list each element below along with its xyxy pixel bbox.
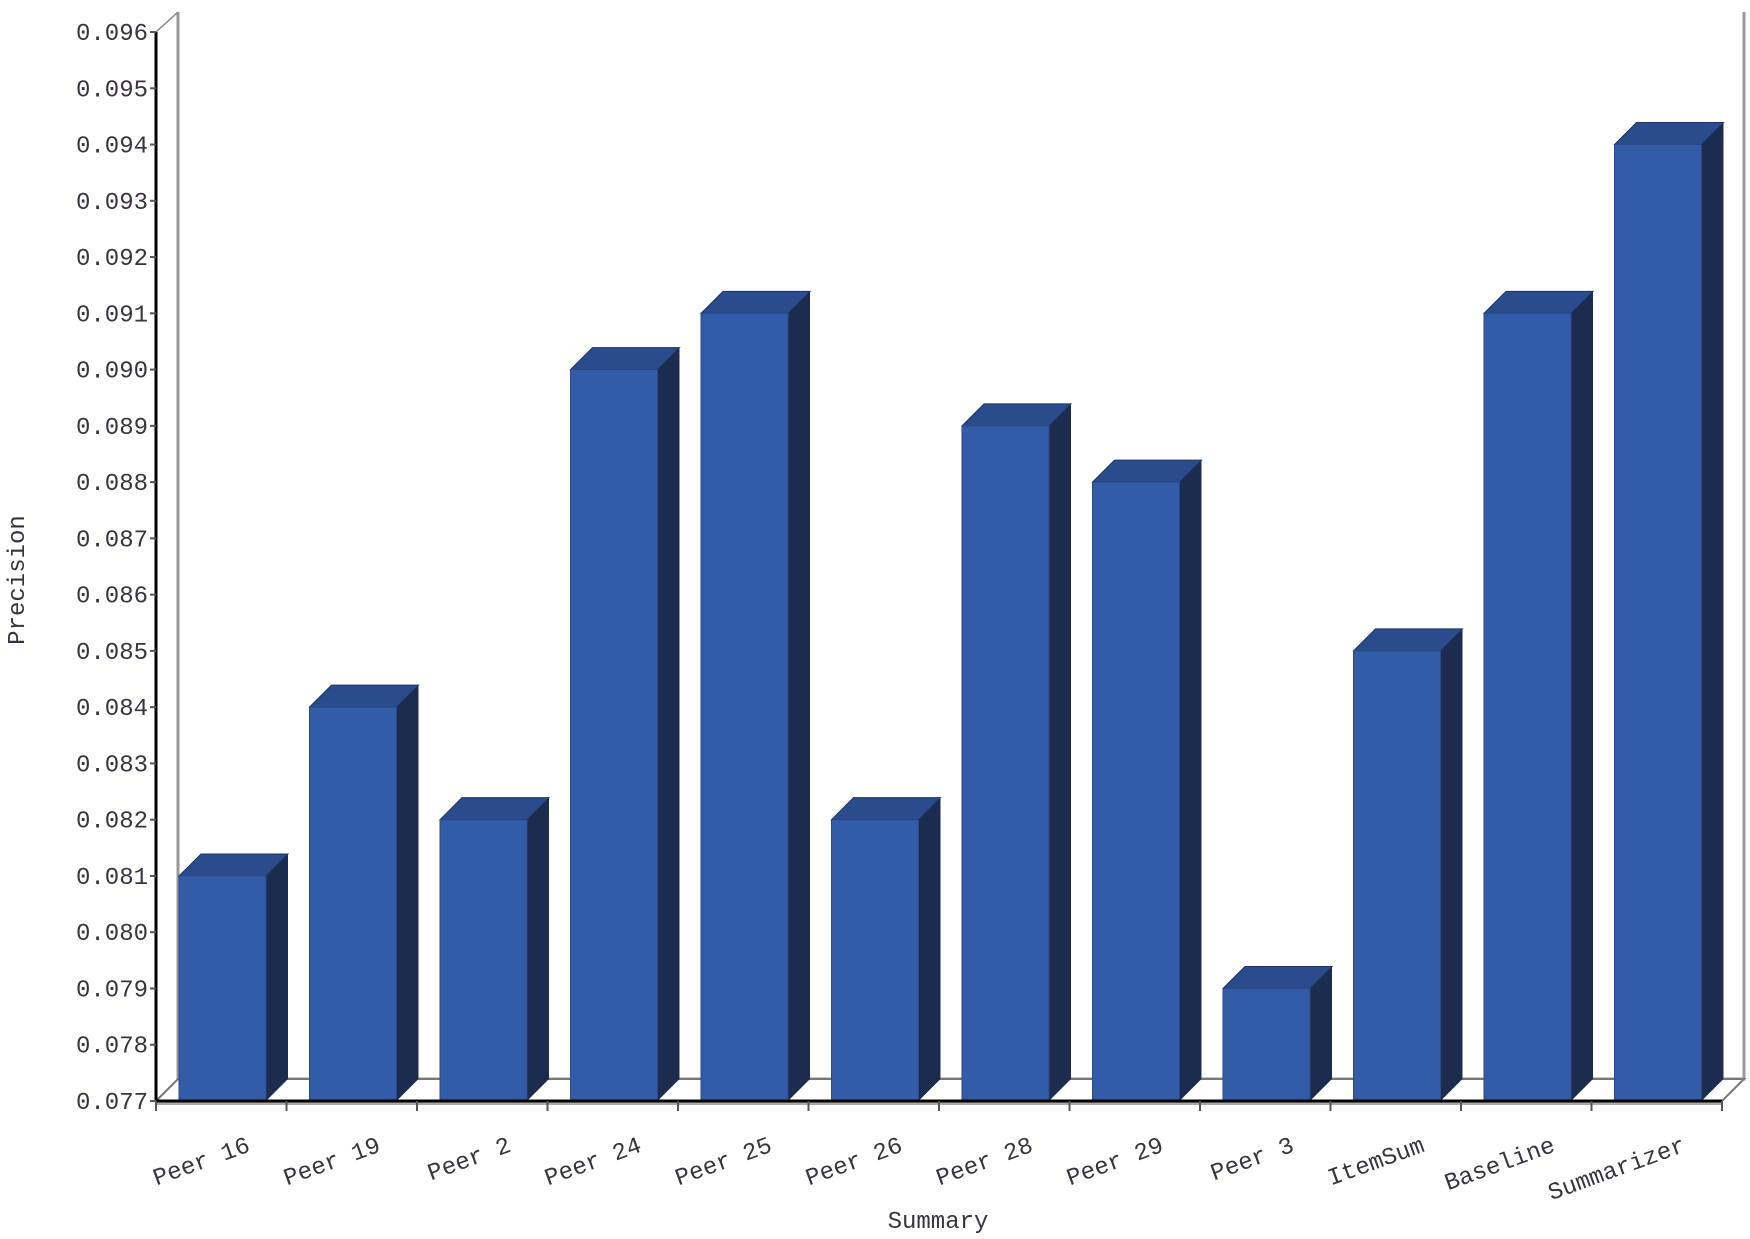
bar-front [570,369,658,1102]
bar-front [1483,312,1572,1102]
bar-front [831,819,919,1102]
y-tick-label: 0.088 [76,471,148,498]
bars [177,122,1725,1102]
x-axis-label: Summary [888,1209,989,1236]
x-tick-label: Peer 25 [672,1133,776,1193]
y-axis-label: Precision [5,515,32,645]
x-axis: Peer 16 Peer 19 Peer 2 Peer 24 Peer 25 Peer 2… [150,1099,1723,1208]
bar-side [1701,122,1724,1102]
bar-front [1353,650,1441,1102]
bar [1091,459,1203,1102]
bar-side [1310,966,1332,1101]
bar-front [178,875,267,1102]
y-tick-label: 0.094 [76,134,148,161]
x-tick-label: Peer 2 [425,1133,515,1188]
y-tick-label: 0.095 [76,77,148,104]
y-tick-label: 0.096 [76,21,148,48]
bar [960,403,1073,1102]
bar-side [1440,628,1463,1101]
bar-side [1049,403,1071,1101]
bar-front [961,425,1050,1102]
bar [1613,122,1725,1102]
y-tick-label: 0.090 [76,359,148,386]
x-tick-label: Summarizer [1545,1133,1690,1208]
y-tick-label: 0.091 [76,302,148,329]
bar [438,797,551,1102]
bar [569,347,681,1102]
y-tick-label: 0.086 [76,584,148,611]
bar-side [788,291,810,1101]
x-tick-label: Peer 26 [803,1133,907,1193]
bar-side [918,797,941,1101]
y-tick-label: 0.084 [76,696,148,723]
bar-side [1179,460,1202,1102]
bar [1352,628,1464,1102]
y-tick-label: 0.077 [76,1090,148,1117]
x-tick-label: Peer 28 [933,1133,1037,1193]
bar [308,684,420,1102]
bar-side [1571,291,1593,1101]
bar-side [266,853,288,1101]
y-tick-label: 0.079 [76,977,148,1004]
bar-front [309,706,397,1102]
bar-front [1614,144,1702,1102]
bar-front [439,819,528,1102]
bar-front [700,312,789,1102]
x-tick-label: Peer 19 [281,1133,385,1193]
y-tick-label: 0.092 [76,246,148,273]
bar-front [1222,987,1311,1102]
x-tick-label: ItemSum [1325,1133,1429,1193]
bar-side [657,347,680,1101]
y-tick-label: 0.093 [76,190,148,217]
y-tick-label: 0.085 [76,640,148,667]
x-tick-label: Peer 24 [542,1133,646,1193]
bar [699,290,812,1102]
bar-side [527,797,549,1101]
y-tick-label: 0.078 [76,1034,148,1061]
y-tick-label: 0.082 [76,809,148,836]
bar [177,853,290,1102]
bar-side [396,685,419,1101]
y-tick-label: 0.080 [76,921,148,948]
y-tick-label: 0.087 [76,527,148,554]
bar-front [1092,481,1180,1102]
x-tick-label: Baseline [1441,1133,1559,1198]
bar [1221,965,1334,1102]
x-tick-label: Peer 29 [1064,1133,1168,1193]
y-tick-label: 0.083 [76,752,148,779]
y-axis: 0.077 0.078 0.079 0.080 0.081 0.082 0.083 0.084… [76,21,158,1117]
bar [830,797,942,1102]
y-tick-label: 0.081 [76,865,148,892]
wall-edge [155,11,179,33]
x-tick-label: Peer 3 [1208,1133,1298,1188]
y-tick-label: 0.089 [76,415,148,442]
bar [1482,290,1595,1102]
x-tick-label: Peer 16 [150,1133,254,1193]
